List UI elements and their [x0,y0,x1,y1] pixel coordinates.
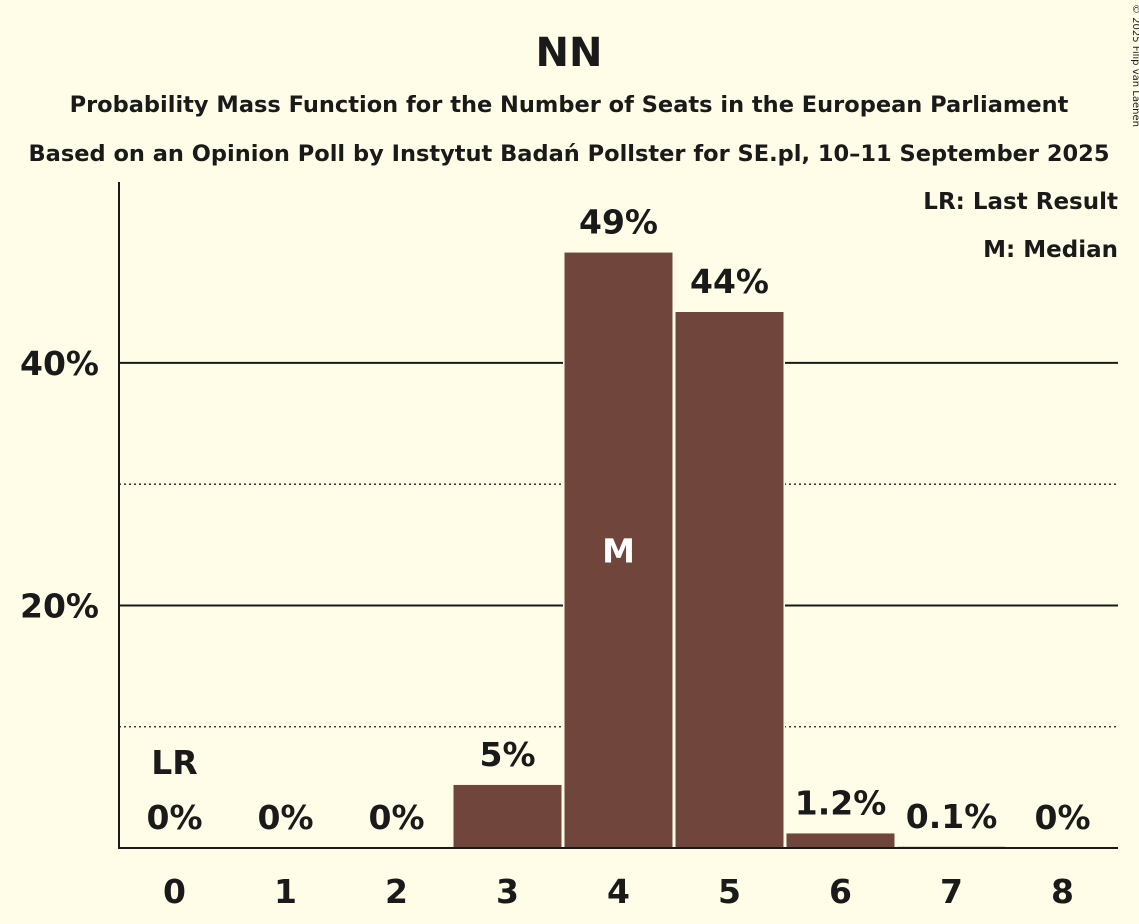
x-tick-label: 0 [163,872,186,911]
y-tick-label: 20% [20,586,99,625]
y-tick-label: 40% [20,344,99,383]
x-tick-label: 3 [496,872,519,911]
chart-subtitle-line2: Based on an Opinion Poll by Instytut Bad… [29,141,1110,167]
chart-title: NN [536,30,603,76]
x-tick-label: 1 [274,872,297,911]
x-tick-label: 7 [940,872,963,911]
x-tick-label: 4 [607,872,630,911]
median-marker: M [602,531,635,570]
value-label: 0% [257,798,313,837]
value-label: 49% [579,203,658,242]
bar-seat-4 [564,252,673,848]
bar-seat-5 [675,311,784,848]
legend-last-result: LR: Last Result [923,189,1118,215]
chart-subtitle-line1: Probability Mass Function for the Number… [70,92,1069,118]
value-label: 0% [1034,798,1090,837]
x-tick-label: 5 [718,872,741,911]
value-label: 1.2% [795,783,887,822]
bar-seat-3 [453,784,562,848]
value-label: 0% [146,798,202,837]
copyright-text: © 2025 Filip van Laenen [1130,4,1139,127]
bars [452,252,1007,848]
value-label: 5% [479,735,535,774]
x-tick-label: 8 [1051,872,1074,911]
x-tick-label: 2 [385,872,408,911]
value-label: 44% [690,262,769,301]
labels: 20% 40% 0% 0 LR 0% 1 0% 2 5% 3 49% 4 M 44% 5 1.2% 6 0.1% 7 0… [20,203,1091,911]
value-label: 0% [368,798,424,837]
bar-seat-6 [786,833,895,848]
last-result-marker: LR [151,743,197,782]
legend-median: M: Median [983,237,1118,263]
value-label: 0.1% [906,797,998,836]
x-tick-label: 6 [829,872,852,911]
